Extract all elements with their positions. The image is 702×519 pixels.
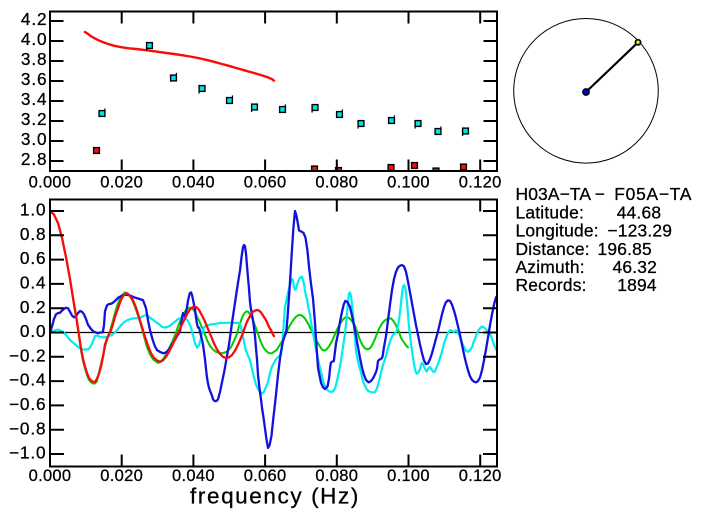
svg-text:Distance:: Distance: [516, 239, 590, 259]
svg-text:Latitude:: Latitude: [516, 202, 585, 222]
svg-text:−: − [595, 184, 605, 204]
svg-text:3.4: 3.4 [21, 89, 48, 109]
svg-text:3.8: 3.8 [21, 49, 48, 69]
svg-text:2.8: 2.8 [21, 149, 48, 169]
svg-text:0.120: 0.120 [459, 467, 502, 485]
svg-text:196.85: 196.85 [598, 239, 652, 259]
svg-text:1894: 1894 [617, 275, 657, 295]
svg-text:4.0: 4.0 [21, 29, 48, 49]
svg-text:0.4: 0.4 [20, 273, 47, 293]
svg-text:−123.29: −123.29 [607, 221, 672, 241]
svg-text:1.0: 1.0 [20, 200, 47, 220]
svg-text:−0.6: −0.6 [9, 394, 47, 414]
svg-text:frequency (Hz): frequency (Hz) [190, 484, 360, 509]
svg-text:Longitude:: Longitude: [516, 221, 599, 241]
svg-text:44.68: 44.68 [617, 202, 662, 222]
svg-text:−0.4: −0.4 [9, 370, 47, 390]
svg-text:Azimuth:: Azimuth: [516, 257, 585, 277]
svg-text:F05A−TA: F05A−TA [614, 184, 692, 204]
svg-text:0.100: 0.100 [387, 174, 430, 192]
svg-text:0.040: 0.040 [172, 467, 215, 485]
svg-text:0.060: 0.060 [244, 174, 287, 192]
svg-text:0.6: 0.6 [20, 248, 47, 268]
svg-text:0.080: 0.080 [315, 174, 358, 192]
svg-text:0.060: 0.060 [244, 467, 287, 485]
svg-text:−0.2: −0.2 [9, 345, 47, 365]
svg-text:3.0: 3.0 [21, 129, 48, 149]
svg-text:0.100: 0.100 [387, 467, 430, 485]
svg-text:Records:: Records: [516, 275, 587, 295]
svg-text:0.120: 0.120 [459, 174, 502, 192]
svg-text:0.040: 0.040 [172, 174, 215, 192]
svg-text:H03A−TA: H03A−TA [516, 184, 592, 204]
svg-text:3.6: 3.6 [21, 69, 48, 89]
svg-text:0.2: 0.2 [20, 297, 47, 317]
svg-text:3.2: 3.2 [21, 109, 48, 129]
svg-text:0.020: 0.020 [100, 174, 143, 192]
svg-text:0.080: 0.080 [315, 467, 358, 485]
svg-text:0.8: 0.8 [20, 224, 47, 244]
svg-text:0.020: 0.020 [100, 467, 143, 485]
svg-text:0.000: 0.000 [29, 174, 72, 192]
svg-text:−0.8: −0.8 [9, 418, 47, 438]
svg-text:0.000: 0.000 [29, 467, 72, 485]
svg-text:−1.0: −1.0 [9, 443, 47, 463]
svg-text:46.32: 46.32 [613, 257, 658, 277]
svg-text:4.2: 4.2 [21, 9, 48, 29]
svg-text:0.0: 0.0 [20, 321, 47, 341]
